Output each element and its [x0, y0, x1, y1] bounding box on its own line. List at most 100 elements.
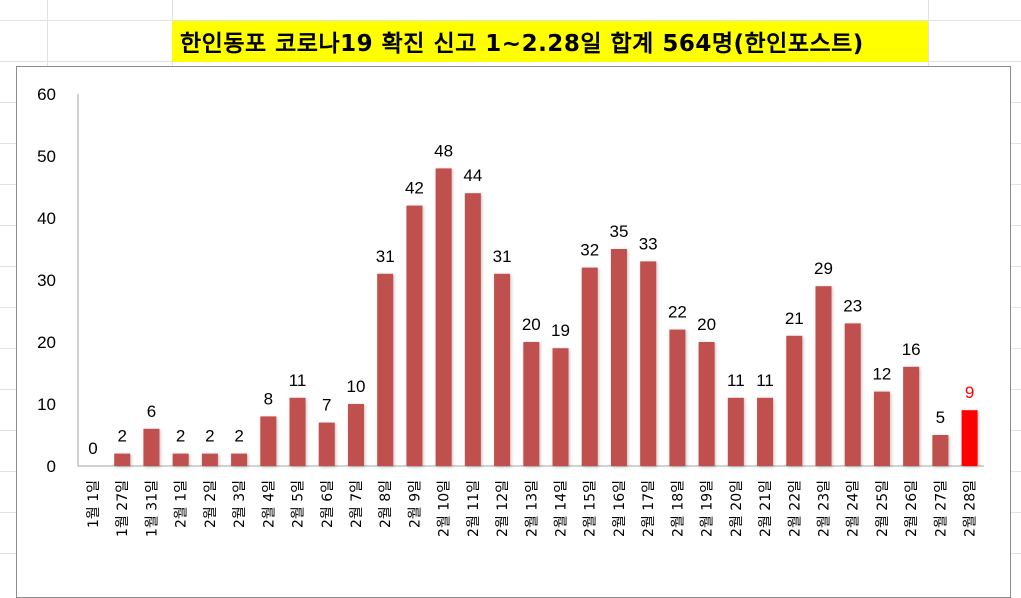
x-tick-label: 2월 24일: [846, 480, 862, 537]
y-tick-label: 60: [37, 85, 56, 104]
bar: [406, 205, 423, 466]
data-label: 9: [965, 383, 974, 402]
bar: [347, 404, 364, 466]
bar: [172, 453, 189, 466]
x-tick-label: 1월 1일: [86, 480, 102, 528]
y-tick-label: 0: [47, 457, 56, 476]
chart-area[interactable]: 0 10 20 30 40 50 60 0 1월 1일 2 1월 27일 6 1월 31일 2 2월 1일 2…: [16, 66, 1011, 598]
x-tick-label: 2월 3일: [232, 480, 248, 528]
bar: [552, 348, 569, 466]
bar: [581, 267, 598, 466]
x-tick-label: 2월 23일: [817, 480, 833, 537]
data-label: 29: [814, 259, 833, 278]
data-label: 11: [756, 371, 774, 390]
bar: [786, 335, 803, 466]
x-tick-label: 2월 25일: [875, 480, 891, 537]
bar: [757, 397, 774, 466]
y-tick-label: 50: [37, 147, 56, 166]
bar: [669, 329, 686, 466]
data-label: 2: [234, 427, 243, 446]
data-label: 22: [668, 303, 687, 322]
data-label: 8: [264, 389, 273, 408]
data-label: 19: [551, 321, 570, 340]
x-tick-label: 2월 18일: [670, 480, 686, 537]
bar: [610, 249, 627, 466]
x-tick-label: 2월 4일: [261, 480, 277, 528]
bar: [318, 422, 335, 466]
x-tick-label: 2월 19일: [700, 480, 716, 537]
bar: [932, 435, 949, 466]
x-tick-label: 2월 22일: [787, 480, 803, 537]
data-label: 31: [376, 247, 395, 266]
x-tick-label: 2월 1일: [174, 480, 190, 528]
data-label: 10: [347, 377, 366, 396]
data-label: 48: [434, 141, 453, 160]
bar: [377, 273, 394, 466]
bar-chart: 0 10 20 30 40 50 60 0 1월 1일 2 1월 27일 6 1월 31일 2 2월 1일 2…: [37, 85, 984, 537]
data-label: 35: [609, 222, 628, 241]
data-label: 33: [639, 234, 658, 253]
data-label: 32: [580, 241, 599, 260]
y-tick-label: 40: [37, 209, 56, 228]
data-label: 11: [289, 371, 307, 390]
data-label: 23: [843, 296, 862, 315]
x-tick-label: 2월 27일: [933, 480, 949, 537]
bar: [464, 193, 481, 466]
x-tick-label: 1월 31일: [144, 480, 160, 537]
data-label: 20: [522, 315, 541, 334]
bar: [114, 453, 131, 466]
x-tick-label: 2월 11일: [466, 480, 482, 537]
data-label: 7: [322, 396, 331, 415]
data-label: 20: [697, 315, 716, 334]
x-tick-label: 2월 8일: [378, 480, 394, 528]
x-tick-label: 2월 5일: [291, 480, 307, 528]
x-tick-label: 2월 15일: [583, 480, 599, 537]
bar: [435, 168, 452, 466]
x-tick-label: 2월 21일: [758, 480, 774, 537]
chart-title: 한인동포 코로나19 확진 신고 1~2.28일 합계 564명(한인포스트): [180, 31, 864, 57]
data-label: 12: [872, 365, 891, 384]
bar: [815, 286, 832, 466]
bar: [260, 416, 277, 466]
x-tick-label: 2월 16일: [612, 480, 628, 537]
bar: [903, 366, 920, 466]
bar: [523, 342, 540, 466]
bar: [143, 428, 160, 466]
bar: [231, 453, 248, 466]
y-tick-label: 30: [37, 271, 56, 290]
bar: [640, 261, 657, 466]
data-label: 11: [727, 371, 745, 390]
x-tick-label: 2월 6일: [320, 480, 336, 528]
data-label: 5: [936, 408, 945, 427]
x-tick-label: 2월 7일: [349, 480, 365, 528]
x-tick-label: 2월 26일: [904, 480, 920, 537]
data-label: 2: [117, 427, 126, 446]
bar: [727, 397, 744, 466]
x-tick-label: 2월 14일: [554, 480, 570, 537]
x-tick-label: 2월 12일: [495, 480, 511, 537]
data-label: 2: [205, 427, 214, 446]
y-tick-label: 20: [37, 333, 56, 352]
x-tick-label: 2월 2일: [203, 480, 219, 528]
bar: [201, 453, 218, 466]
y-tick-label: 10: [37, 395, 56, 414]
x-tick-label: 2월 17일: [641, 480, 657, 537]
x-tick-label: 2월 28일: [963, 480, 979, 537]
bar: [844, 323, 861, 466]
bar: [289, 397, 306, 466]
x-tick-label: 2월 20일: [729, 480, 745, 537]
data-label: 6: [147, 402, 156, 421]
data-label: 31: [493, 247, 512, 266]
x-tick-label: 2월 10일: [437, 480, 453, 537]
data-label: 42: [405, 179, 424, 198]
bar: [698, 342, 715, 466]
title-highlight: [172, 21, 928, 62]
bar: [873, 391, 890, 466]
x-tick-label: 1월 27일: [115, 480, 131, 537]
bar: [494, 273, 511, 466]
data-label: 44: [463, 166, 482, 185]
x-tick-label: 2월 9일: [407, 480, 423, 528]
data-label: 0: [88, 439, 97, 458]
bar: [961, 410, 978, 466]
data-label: 2: [176, 427, 185, 446]
